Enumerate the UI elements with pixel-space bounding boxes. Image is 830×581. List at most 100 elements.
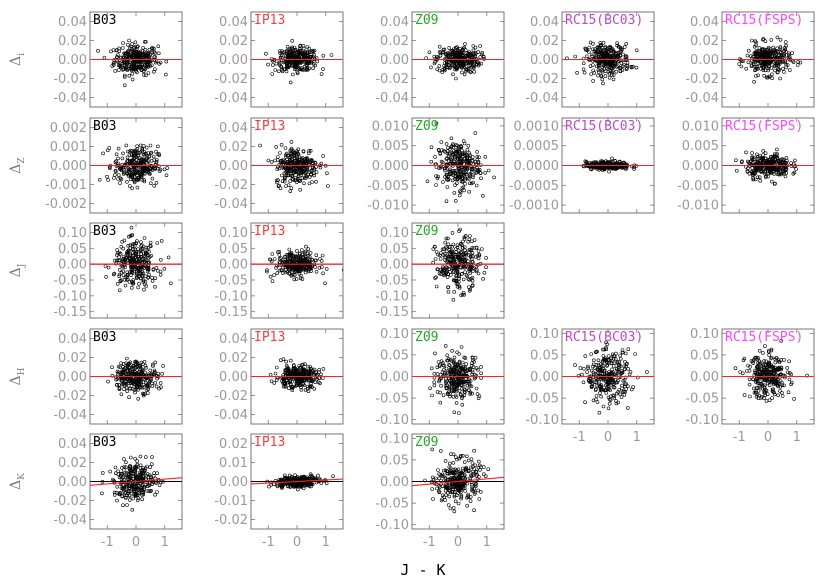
data-point <box>770 156 775 161</box>
data-point <box>460 246 465 250</box>
data-point <box>470 260 475 264</box>
data-point <box>293 63 298 68</box>
data-point <box>303 268 308 272</box>
data-point <box>763 156 768 161</box>
y-tick-label: 0.02 <box>219 140 248 155</box>
data-point <box>468 287 473 292</box>
data-point <box>471 66 476 70</box>
data-point <box>135 177 140 182</box>
data-point <box>602 67 607 71</box>
data-point <box>144 365 148 370</box>
data-point <box>619 49 623 54</box>
data-point <box>783 174 788 179</box>
data-point <box>478 55 483 59</box>
data-point <box>444 236 449 241</box>
data-point <box>112 176 116 180</box>
data-point <box>794 167 798 171</box>
data-point <box>307 163 312 167</box>
data-point <box>444 246 449 251</box>
data-point <box>475 62 479 66</box>
data-point <box>466 367 470 372</box>
data-point <box>618 58 623 63</box>
data-point <box>452 360 456 365</box>
x-tick-label: 0 <box>604 430 612 445</box>
data-point <box>437 44 442 49</box>
data-point <box>142 385 146 389</box>
data-point <box>311 66 315 71</box>
data-point <box>445 177 449 182</box>
data-point <box>303 259 308 264</box>
data-point <box>474 269 479 274</box>
data-point <box>751 177 756 182</box>
data-point <box>162 266 167 271</box>
data-point <box>620 68 625 72</box>
data-point <box>766 64 771 69</box>
data-point <box>446 356 451 361</box>
data-point <box>138 267 143 272</box>
data-point <box>452 385 457 390</box>
data-point <box>120 259 125 263</box>
data-point <box>141 244 146 249</box>
data-point <box>451 152 455 157</box>
data-point <box>115 383 119 387</box>
y-tick-label: -0.10 <box>53 289 87 304</box>
data-point <box>460 367 464 372</box>
data-point <box>117 258 121 263</box>
data-point <box>133 390 137 395</box>
data-point <box>139 372 144 376</box>
data-point <box>114 152 119 157</box>
data-point <box>447 245 452 249</box>
data-point <box>304 54 309 58</box>
data-point <box>753 177 758 182</box>
data-point <box>142 152 147 157</box>
data-point <box>752 80 756 84</box>
data-point <box>772 159 777 164</box>
data-point <box>115 48 119 52</box>
data-point <box>777 159 781 163</box>
data-point <box>464 362 469 366</box>
data-point <box>288 56 293 61</box>
data-point <box>287 60 291 64</box>
data-point <box>441 266 445 271</box>
data-point <box>290 177 295 181</box>
data-point <box>114 164 119 168</box>
data-point <box>301 149 306 153</box>
data-point <box>299 67 304 72</box>
data-point <box>288 271 292 276</box>
data-point <box>451 359 456 363</box>
data-point <box>765 75 769 80</box>
data-point <box>596 49 601 54</box>
data-point <box>581 67 586 72</box>
data-point <box>617 44 621 49</box>
data-point <box>458 190 463 194</box>
y-tick-label: 0.05 <box>219 242 248 257</box>
data-point <box>293 151 297 155</box>
data-point <box>312 56 317 61</box>
data-point <box>273 158 277 163</box>
data-point <box>134 249 138 254</box>
data-point <box>457 193 462 198</box>
data-point <box>149 150 154 155</box>
scatter-points <box>106 356 165 401</box>
data-point <box>470 64 475 68</box>
model-label: RC15(FSPS) <box>725 13 803 28</box>
data-point <box>483 155 488 159</box>
data-point <box>772 182 777 186</box>
data-point <box>774 55 779 60</box>
data-point <box>134 170 139 175</box>
data-point <box>459 160 464 164</box>
data-point <box>150 381 154 386</box>
data-point <box>125 274 129 279</box>
data-point <box>299 383 303 387</box>
data-point <box>463 388 467 392</box>
data-point <box>288 189 293 193</box>
data-point <box>146 387 150 392</box>
data-point <box>300 176 305 180</box>
data-point <box>749 169 754 174</box>
data-point <box>590 54 594 59</box>
data-point <box>308 266 313 270</box>
data-point <box>308 258 312 262</box>
data-point <box>785 158 789 163</box>
data-point <box>474 268 479 272</box>
data-point <box>465 274 470 279</box>
